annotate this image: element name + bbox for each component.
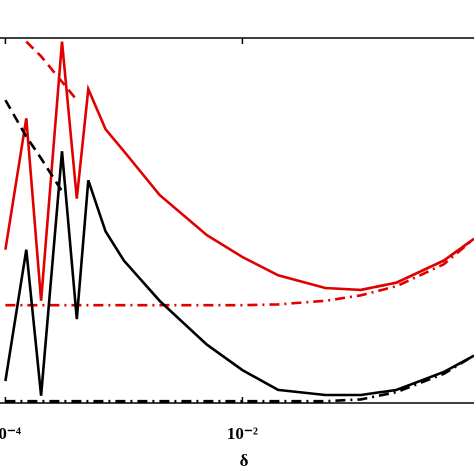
series-line — [5, 354, 474, 403]
x-tick-label: 10⁻⁴ — [0, 424, 21, 443]
x-tick-label: 10⁻² — [227, 424, 258, 443]
plot-frame — [0, 37, 474, 404]
series-line — [5, 237, 474, 307]
series-line — [4, 41, 474, 301]
series-line — [25, 40, 474, 292]
series-line — [4, 151, 474, 397]
series-line — [4, 99, 64, 192]
x-axis-label: δ — [240, 451, 249, 470]
